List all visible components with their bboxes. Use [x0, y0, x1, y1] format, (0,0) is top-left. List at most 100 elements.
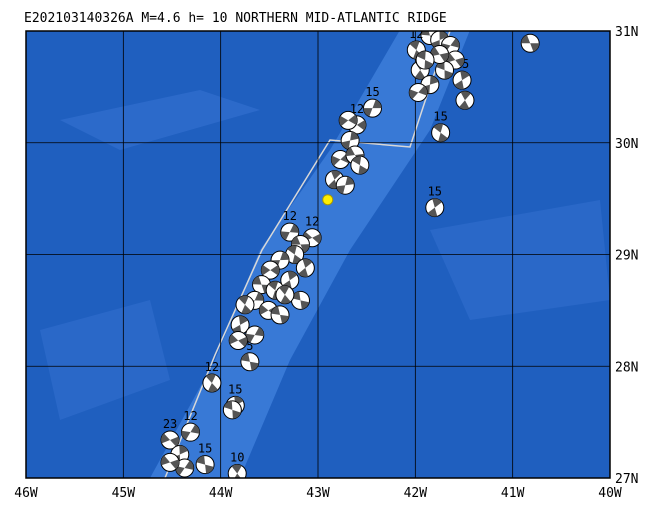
- quadrant: [282, 271, 298, 290]
- focal-mechanism: [275, 285, 295, 305]
- quadrant: [291, 291, 310, 310]
- quadrant: [416, 51, 434, 70]
- quadrant: [241, 353, 259, 371]
- focal-mechanism: [435, 60, 455, 80]
- lat-label: 28N: [615, 360, 638, 375]
- focal-mechanism: [431, 123, 451, 143]
- quadrant: [454, 71, 470, 90]
- quadrant: [363, 99, 382, 117]
- depth-label: 15: [428, 185, 442, 199]
- quadrant: [336, 176, 355, 194]
- lon-label: 42W: [404, 486, 428, 501]
- focal-mechanism: [180, 422, 200, 442]
- quadrant: [331, 153, 350, 166]
- quadrant: [291, 236, 310, 253]
- lon-label: 41W: [501, 486, 525, 501]
- focal-mechanism: [338, 110, 358, 130]
- quadrant: [196, 455, 214, 474]
- lon-label: 46W: [14, 486, 38, 501]
- lon-label: 44W: [209, 486, 233, 501]
- quadrant: [261, 265, 280, 276]
- quadrant: [231, 464, 242, 478]
- quadrant: [521, 34, 540, 52]
- focal-mechanism: [363, 98, 383, 118]
- focal-mechanism: [425, 198, 445, 218]
- quadrant: [431, 31, 448, 49]
- focal-mechanism: [455, 90, 475, 110]
- title: E202103140326A M=4.6 h= 10 NORTHERN MID-…: [24, 11, 447, 26]
- quadrant: [271, 306, 289, 324]
- depth-label: 10: [230, 451, 244, 465]
- depth-label: 12: [350, 102, 364, 116]
- focal-mechanism: [335, 175, 355, 195]
- quadrant: [298, 258, 313, 277]
- focal-mechanism: [350, 155, 370, 175]
- quadrant: [433, 123, 448, 142]
- depth-label: 15: [433, 110, 447, 124]
- depth-label: 15: [228, 382, 242, 396]
- depth-label: 12: [205, 360, 219, 374]
- lon-label: 40W: [598, 486, 622, 501]
- quadrant: [303, 231, 322, 244]
- depth-label: 15: [523, 20, 537, 34]
- focal-mechanism: [270, 305, 290, 325]
- focal-mechanism: [222, 400, 242, 420]
- focal-mechanism: [235, 295, 255, 315]
- focal-mechanism: [202, 373, 222, 393]
- quadrant: [279, 285, 291, 304]
- quadrant: [205, 374, 218, 392]
- quadrant: [245, 327, 264, 343]
- quadrant: [238, 295, 252, 314]
- quadrant: [280, 224, 299, 241]
- quadrant: [436, 61, 453, 80]
- frame: [25, 30, 611, 479]
- quadrant: [161, 455, 180, 470]
- epicenter: [322, 194, 334, 206]
- quadrant: [161, 433, 180, 447]
- depth-label: 5: [246, 339, 253, 353]
- focal-mechanism: [280, 222, 300, 242]
- quadrant: [427, 198, 442, 217]
- focal-mechanism: [240, 352, 260, 372]
- focal-mechanism: [520, 33, 540, 53]
- depth-label: 15: [198, 442, 212, 456]
- lat-label: 31N: [615, 25, 638, 40]
- focal-mechanism: [227, 464, 247, 478]
- lon-label: 45W: [112, 486, 136, 501]
- focal-mechanism: [415, 50, 435, 70]
- depth-label: 15: [365, 85, 379, 99]
- quadrant: [287, 245, 302, 264]
- depth-label: 12: [183, 409, 197, 423]
- depth-label: 23: [163, 417, 177, 431]
- depth-label: 12: [409, 27, 423, 41]
- quadrant: [328, 170, 341, 189]
- focal-mechanism: [452, 70, 472, 90]
- lat-label: 29N: [615, 249, 638, 264]
- lon-label: 43W: [306, 486, 330, 501]
- focal-mechanism: [245, 325, 265, 345]
- quadrant: [459, 91, 471, 110]
- quadrant: [409, 85, 428, 100]
- depth-label: 12: [283, 209, 297, 223]
- focal-mechanism: [260, 260, 280, 280]
- focal-mechanism: [408, 82, 428, 102]
- quadrant: [232, 315, 248, 334]
- quadrant: [430, 46, 449, 62]
- focal-mechanism: [160, 430, 180, 450]
- quadrant: [229, 334, 248, 347]
- focal-mechanism: [228, 331, 248, 351]
- quadrant: [341, 131, 359, 150]
- quadrant: [352, 156, 368, 175]
- quadrant: [223, 400, 241, 419]
- lat-label: 27N: [615, 472, 638, 487]
- depth-label: 12: [305, 215, 319, 229]
- lat-label: 30N: [615, 137, 638, 152]
- focal-mechanism: [295, 258, 315, 278]
- quadrant: [181, 424, 200, 440]
- focal-mechanism: [195, 455, 215, 475]
- quadrant: [446, 53, 465, 68]
- focal-mechanism: [330, 150, 350, 170]
- quadrant: [339, 114, 358, 127]
- quadrant: [175, 460, 194, 476]
